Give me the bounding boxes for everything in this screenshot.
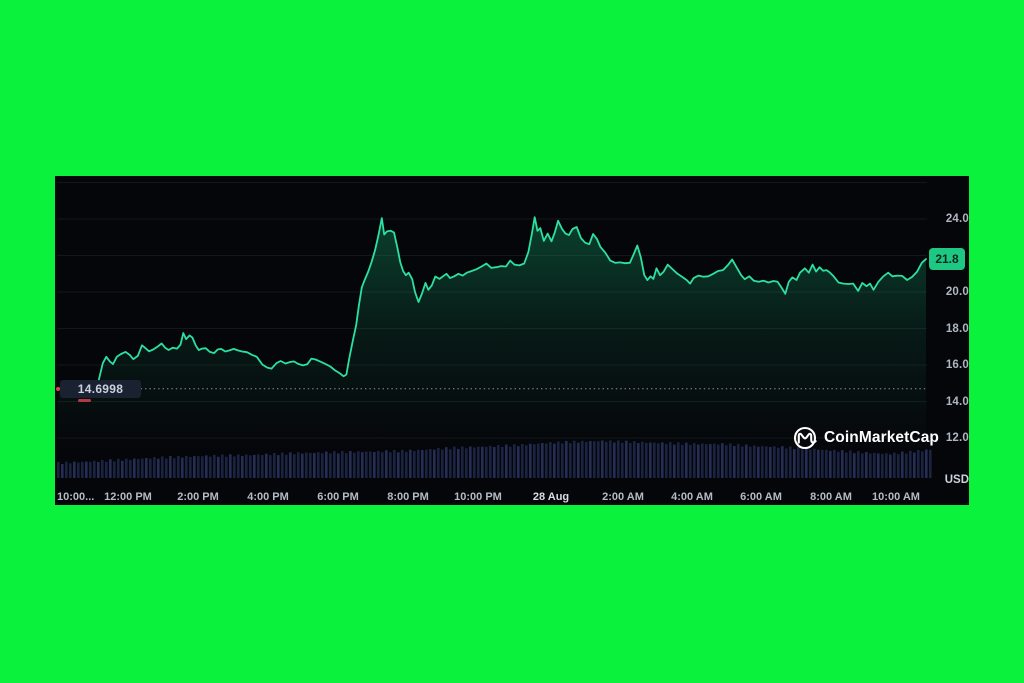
current-price-badge: 21.8 <box>929 248 965 270</box>
x-axis-label: 28 Aug <box>532 491 570 503</box>
open-price-label: 14.6998 <box>60 380 141 398</box>
x-axis-label: 6:00 AM <box>740 491 782 503</box>
x-axis-label: 10:00 PM <box>454 491 502 503</box>
price-chart-plot-area[interactable] <box>55 176 969 505</box>
coinmarketcap-watermark[interactable]: CoinMarketCap <box>793 426 939 450</box>
y-axis-label: 12.0 <box>945 432 969 444</box>
x-axis-label: 8:00 AM <box>810 491 852 503</box>
x-axis-label: 10:00 AM <box>872 491 920 503</box>
y-axis-label: 14.0 <box>945 395 969 408</box>
x-axis-label: 8:00 PM <box>387 491 429 503</box>
price-change-down-dash <box>78 399 91 402</box>
x-axis-label: 10:00... <box>57 491 95 503</box>
x-axis-label: 12:00 PM <box>104 491 152 503</box>
price-area-fill <box>58 217 926 478</box>
coinmarketcap-logo-text: CoinMarketCap <box>824 429 939 446</box>
currency-unit-label: USD <box>944 474 969 486</box>
price-chart-panel: 24.0 20.0 18.0 16.0 14.0 12.0 10:00... 12:00 P… <box>55 176 969 505</box>
x-axis-label: 2:00 AM <box>602 491 644 503</box>
x-axis-label: 4:00 PM <box>247 491 289 503</box>
y-axis-label: 24.0 <box>945 213 969 225</box>
x-axis-label: 6:00 PM <box>317 491 359 503</box>
x-axis-label: 4:00 AM <box>671 491 713 503</box>
coinmarketcap-logo-icon <box>793 426 817 450</box>
price-line <box>57 216 927 394</box>
open-price-marker-dot <box>56 387 60 391</box>
y-axis-label: 18.0 <box>945 322 969 335</box>
y-axis-label: 20.0 <box>945 286 969 298</box>
y-axis-label: 16.0 <box>945 359 969 371</box>
x-axis-label: 2:00 PM <box>177 491 219 503</box>
